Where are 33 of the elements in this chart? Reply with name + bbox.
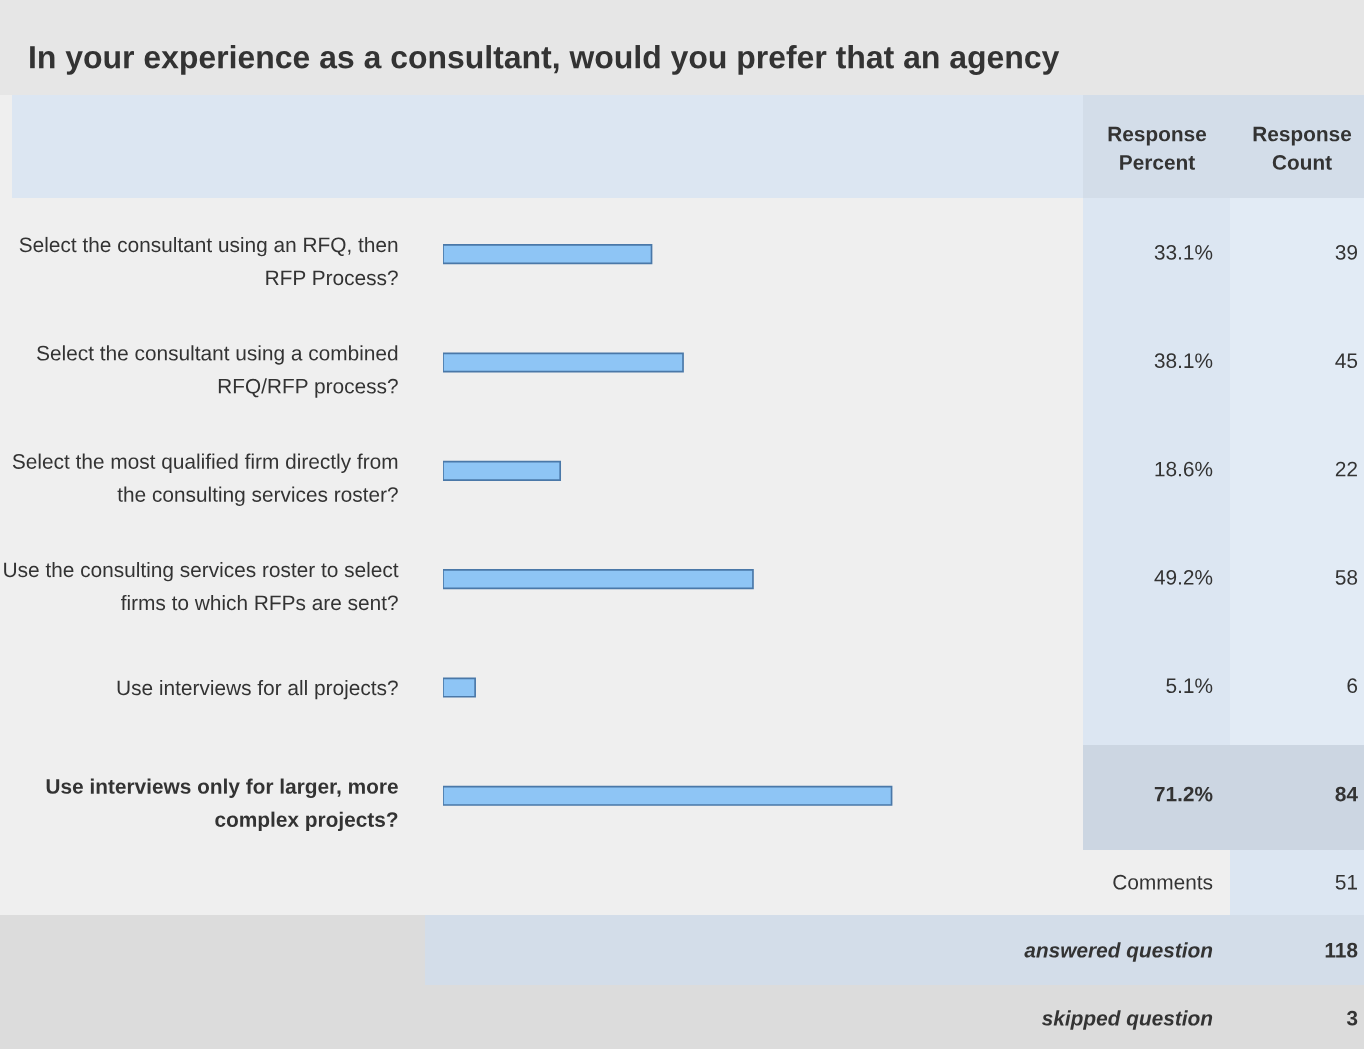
text: Comments: [1113, 874, 1213, 890]
text: Response Count: [1253, 126, 1352, 170]
text: 3: [1346, 1010, 1358, 1026]
bar: [443, 677, 476, 698]
bar: [443, 352, 684, 373]
bar: [443, 460, 562, 481]
text: answered question: [1024, 942, 1213, 962]
text: 6: [1347, 678, 1358, 694]
data-label: 71.2%: [1154, 786, 1213, 802]
data-label: 5.1%: [1166, 678, 1213, 694]
y-tick-label: Select the consultant using a combined RFQ/RFP process?: [37, 345, 398, 398]
data-label: 33.1%: [1154, 245, 1213, 260]
y-tick-label: Use interviews for all projects?: [117, 679, 398, 700]
y-tick-label: Use the consulting services roster to select firms to which RFPs are sent?: [4, 561, 399, 611]
data-label: 49.2%: [1154, 570, 1213, 585]
y-tick-label: Select the most qualified firm directly from the consulting services roster?: [12, 453, 398, 506]
text: skipped question: [1041, 1010, 1213, 1030]
data-label: 18.6%: [1155, 461, 1213, 477]
y-tick-label: Select the consultant using an RFQ, then RFP Process?: [19, 236, 398, 286]
bar: [443, 569, 754, 590]
text: 58: [1335, 570, 1358, 585]
bar: [443, 785, 893, 806]
bar: [443, 244, 653, 265]
text: 84: [1335, 786, 1358, 802]
text: 51: [1335, 875, 1357, 890]
y-tick-label: Use interviews only for larger, more complex projects?: [46, 778, 398, 832]
text: 118: [1325, 942, 1358, 958]
text: 39: [1335, 245, 1358, 260]
text: 45: [1335, 353, 1358, 369]
data-label: 38.1%: [1154, 353, 1213, 369]
text: Response Percent: [1108, 126, 1207, 170]
text: 22: [1335, 461, 1357, 477]
chart-title: In your experience as a consultant, would you prefer that an agency: [30, 45, 1060, 75]
